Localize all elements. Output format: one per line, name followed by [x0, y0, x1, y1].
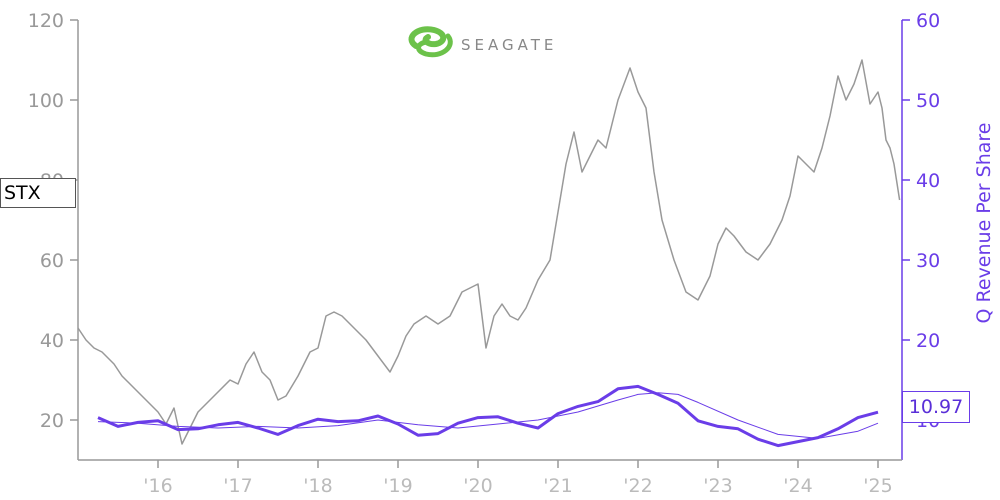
- x-tick-label: '24: [783, 475, 812, 497]
- x-tick-label: '25: [863, 475, 892, 497]
- x-tick-label: '18: [303, 475, 332, 497]
- ticker-badge: STX: [0, 178, 76, 208]
- right-axis-label: Q Revenue Per Share: [973, 123, 995, 324]
- right-tick-label: 40: [916, 170, 940, 192]
- right-tick-label: 30: [916, 250, 940, 272]
- left-tick-label: 100: [28, 90, 64, 112]
- x-tick-label: '16: [143, 475, 172, 497]
- series-layer: [77, 59, 901, 448]
- x-tick-label: '22: [623, 475, 652, 497]
- right-tick-label: 50: [916, 90, 940, 112]
- x-tick-label: '19: [383, 475, 412, 497]
- left-tick-label: 20: [40, 410, 64, 432]
- left-tick-label: 120: [28, 10, 64, 32]
- q-revenue-per-share-line: [97, 384, 879, 448]
- right-tick-label: 20: [916, 330, 940, 352]
- q-revenue-per-share-avg-line: [97, 392, 879, 439]
- right-tick-label: 60: [916, 10, 940, 32]
- x-tick-label: '20: [463, 475, 492, 497]
- logo-text: SEAGATE: [461, 36, 557, 54]
- seagate-logo: SEAGATE: [408, 26, 557, 58]
- logo-swirl-icon-2: [416, 33, 453, 58]
- left-tick-label: 60: [40, 250, 64, 272]
- current-value-badge: 10.97: [902, 391, 970, 423]
- x-tick-label: '23: [703, 475, 732, 497]
- left-tick-label: 40: [40, 330, 64, 352]
- left-axis: 20406080100120: [28, 10, 79, 460]
- x-tick-label: '21: [543, 475, 572, 497]
- stock-price-line: [77, 59, 901, 445]
- x-tick-label: '17: [223, 475, 252, 497]
- x-axis: '16 '17 '18 '19 '20 '21 '22 '23 '24 '25: [78, 459, 902, 497]
